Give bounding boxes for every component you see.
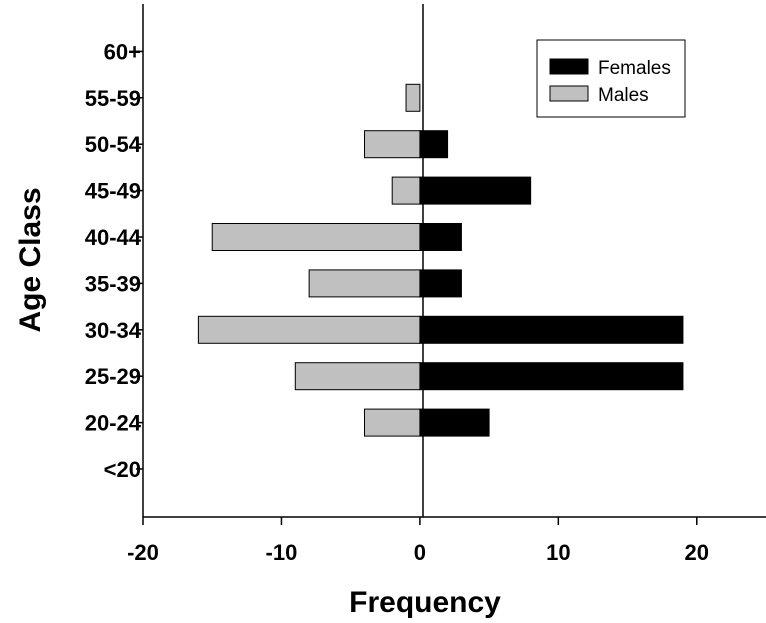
bar-females-35-39 — [419, 269, 462, 298]
y-tick-label: 25-29 — [85, 364, 141, 389]
bars-layer — [197, 83, 684, 437]
bar-females-30-34 — [419, 315, 684, 344]
legend-label-males: Males — [598, 85, 649, 106]
y-axis-title: Age Class — [14, 187, 47, 332]
y-ticks-layer: <20 20-24 25-29 30-34 35-39 40-44 45-49 50-54 55… — [85, 39, 143, 482]
bar-males-40-44 — [211, 223, 421, 251]
y-tick-label: 50-54 — [85, 132, 142, 157]
y-tick-label: 45-49 — [85, 179, 141, 204]
bar-males-30-34 — [197, 315, 421, 344]
y-tick-label: 40-44 — [85, 225, 142, 250]
x-tick-label: 0 — [414, 540, 426, 565]
x-tick-label: -10 — [266, 540, 298, 565]
bar-females-25-29 — [419, 362, 684, 391]
bar-males-20-24 — [364, 408, 421, 437]
bar-males-25-29 — [294, 362, 421, 391]
bar-females-50-54 — [419, 130, 449, 159]
x-tick-label: -20 — [127, 540, 159, 565]
legend-swatch-females — [549, 58, 589, 75]
x-tick-label: 20 — [685, 540, 709, 565]
y-tick-label: 55-59 — [85, 86, 141, 111]
bar-males-35-39 — [308, 269, 421, 298]
x-axis-title: Frequency — [349, 586, 501, 619]
bar-females-20-24 — [419, 408, 490, 437]
legend-label-females: Females — [598, 58, 671, 79]
bar-males-50-54 — [364, 130, 421, 159]
y-tick-label: <20 — [104, 457, 141, 482]
legend-swatch-males — [549, 85, 589, 102]
bar-females-45-49 — [419, 176, 532, 205]
legend: Females Males — [536, 39, 686, 118]
bar-females-40-44 — [419, 223, 462, 251]
legend-box — [536, 39, 686, 118]
x-ticks-layer: -20 -10 0 10 20 — [127, 517, 709, 565]
y-tick-label: 60+ — [104, 39, 141, 64]
bar-males-55-59 — [405, 83, 421, 112]
x-tick-label: 10 — [546, 540, 570, 565]
y-tick-label: 35-39 — [85, 271, 141, 296]
bar-males-45-49 — [391, 176, 421, 205]
y-tick-label: 30-34 — [85, 318, 142, 343]
y-tick-label: 20-24 — [85, 411, 142, 436]
